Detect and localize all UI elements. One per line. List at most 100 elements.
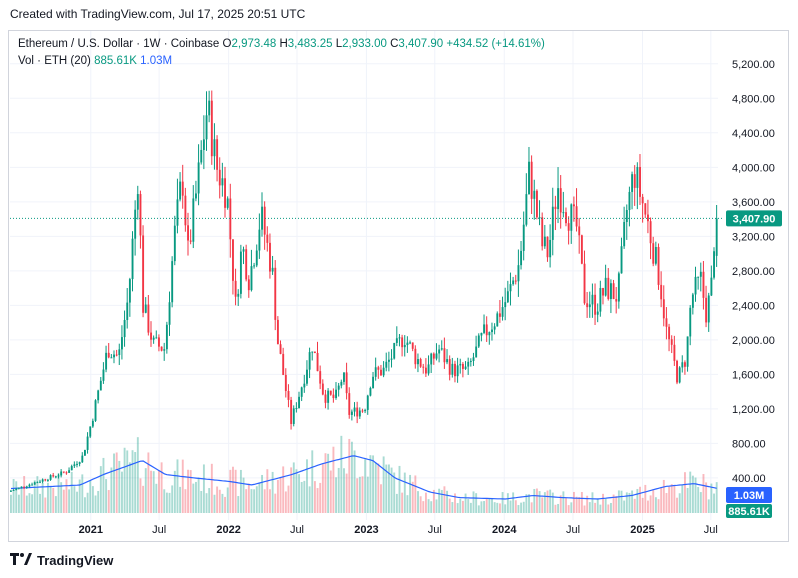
- candle-body: [25, 486, 28, 488]
- y-tick-label: 4,000.00: [732, 162, 775, 174]
- y-tick-label: 4,400.00: [732, 128, 775, 140]
- volume-bar: [192, 483, 195, 513]
- volume-bar: [652, 489, 655, 513]
- candle-body: [335, 389, 338, 399]
- volume-bar: [395, 493, 398, 513]
- x-tick-label: 2023: [354, 524, 378, 536]
- volume-bar: [535, 488, 538, 513]
- candle-body: [678, 367, 681, 383]
- candle-body: [271, 267, 274, 272]
- footer-brand[interactable]: TradingView: [10, 552, 113, 568]
- volume-bar: [586, 495, 589, 513]
- volume-bar: [76, 491, 78, 513]
- candle-body: [361, 410, 364, 412]
- volume-bar: [649, 495, 652, 513]
- candle-body: [464, 366, 467, 369]
- candle-body: [715, 218, 718, 256]
- candle-body: [221, 178, 224, 186]
- candle-body: [52, 475, 55, 477]
- candle-body: [115, 354, 118, 356]
- volume-bar: [332, 446, 335, 513]
- y-tick-label: 2,000.00: [732, 335, 775, 347]
- volume-bar: [713, 493, 715, 513]
- volume-bar: [229, 469, 232, 513]
- volume-bar: [710, 483, 713, 513]
- volume-bar: [575, 496, 578, 513]
- volume-bar: [684, 472, 686, 513]
- candle-body: [70, 466, 73, 471]
- volume-bar: [451, 502, 454, 513]
- candle-body: [567, 223, 570, 231]
- candle-body: [525, 194, 528, 225]
- volume-bar: [541, 497, 544, 513]
- candle-body: [668, 326, 671, 340]
- candle-body: [596, 311, 599, 315]
- volume-bar: [475, 493, 478, 513]
- candle-body: [49, 475, 52, 480]
- volume-bar: [668, 486, 671, 513]
- candle-body: [147, 304, 150, 333]
- candle-body: [152, 337, 155, 340]
- volume-bar: [356, 478, 359, 513]
- volume-bar: [438, 488, 441, 513]
- candle-body: [350, 411, 353, 415]
- volume-bar: [287, 485, 290, 513]
- candle-body: [292, 408, 295, 424]
- candle-body: [467, 361, 470, 367]
- volume-bar: [446, 490, 449, 513]
- volume-bar: [15, 481, 18, 513]
- volume-bar: [350, 441, 353, 513]
- volume-bar: [224, 496, 226, 513]
- volume-label[interactable]: Vol · ETH (20): [18, 55, 91, 67]
- candle-body: [403, 344, 406, 348]
- volume-bar: [150, 470, 152, 513]
- candle-body: [279, 344, 282, 354]
- volume-bar: [374, 462, 377, 513]
- volume-bar: [617, 490, 620, 513]
- volume-bar: [377, 463, 380, 513]
- candle-body: [538, 217, 541, 219]
- volume-bar: [234, 469, 237, 513]
- grid: [10, 31, 718, 520]
- candle-body: [565, 212, 567, 224]
- volume-bar: [165, 492, 168, 513]
- volume-bar: [596, 498, 599, 513]
- volume-bar: [274, 493, 277, 513]
- candle-body: [554, 206, 557, 210]
- open-value: 2,973.48: [231, 38, 277, 50]
- candle-body: [662, 299, 665, 319]
- candle-body: [387, 359, 390, 362]
- volume-bar: [279, 477, 282, 513]
- volume-bar: [372, 455, 375, 513]
- candle-body: [644, 203, 647, 215]
- y-tick-label: 2,800.00: [732, 266, 775, 278]
- volume-bar: [134, 452, 137, 513]
- volume-badge-label: 885.61K: [728, 506, 770, 518]
- volume-bar: [567, 505, 570, 513]
- volume-bar: [319, 482, 322, 513]
- volume-bar: [546, 490, 549, 513]
- candle-body: [187, 225, 189, 241]
- candle-body: [469, 360, 472, 362]
- candle-body: [649, 221, 652, 244]
- candle-body: [591, 294, 594, 305]
- candle-body: [36, 482, 39, 484]
- volume-bar: [625, 492, 628, 513]
- volume-bar: [131, 450, 134, 513]
- candle-body: [514, 280, 517, 282]
- candle-body: [78, 462, 81, 464]
- symbol-title[interactable]: Ethereum / U.S. Dollar · 1W · Coinbase: [18, 38, 220, 50]
- candle-body: [385, 361, 388, 368]
- volume-bar: [324, 453, 327, 513]
- candle-body: [631, 174, 634, 192]
- candle-body: [353, 407, 356, 412]
- y-tick-label: 800.00: [732, 438, 766, 450]
- candle-body: [623, 222, 626, 247]
- candle-body: [580, 235, 583, 264]
- open-label: O: [222, 38, 232, 50]
- volume-bar: [152, 471, 155, 513]
- volume-bar: [113, 453, 115, 513]
- candle-body: [345, 372, 348, 394]
- candle-body: [81, 455, 84, 463]
